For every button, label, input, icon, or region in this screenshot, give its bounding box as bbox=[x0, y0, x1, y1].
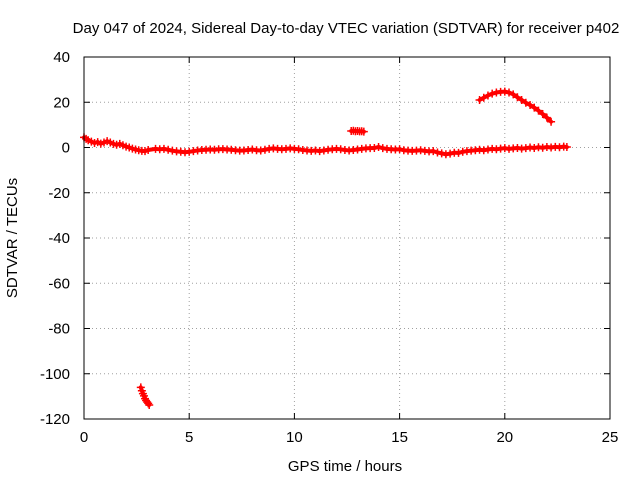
plot-frame bbox=[83, 56, 611, 420]
series-arc-20h bbox=[475, 87, 556, 126]
data-point bbox=[547, 117, 556, 126]
y-tick-label: -120 bbox=[40, 411, 70, 428]
x-tick-label: 5 bbox=[185, 429, 193, 446]
x-tick-label: 10 bbox=[286, 429, 303, 446]
y-tick-label: 20 bbox=[53, 94, 70, 111]
data-point bbox=[145, 400, 154, 409]
x-tick-label: 25 bbox=[602, 429, 619, 446]
data-points bbox=[80, 87, 571, 409]
series-segment-13h bbox=[347, 126, 368, 136]
data-point bbox=[359, 127, 368, 136]
chart-title: Day 047 of 2024, Sidereal Day-to-day VTE… bbox=[73, 20, 620, 37]
y-tick-label: 0 bbox=[62, 140, 70, 157]
axis-ticks: 0 5 10 15 20 25 40 20 0 -20 -40 -60 -80 -100 -120 bbox=[40, 49, 618, 446]
y-tick-label: -80 bbox=[48, 321, 70, 338]
x-tick-label: 0 bbox=[80, 429, 88, 446]
y-tick-label: 40 bbox=[53, 49, 70, 66]
y-tick-label: -100 bbox=[40, 366, 70, 383]
x-axis-label: GPS time / hours bbox=[288, 458, 402, 475]
grid-lines bbox=[84, 57, 610, 419]
y-tick-label: -20 bbox=[48, 185, 70, 202]
y-axis-label: SDTVAR / TECUs bbox=[4, 178, 21, 298]
y-tick-label: -40 bbox=[48, 230, 70, 247]
series-main bbox=[80, 133, 571, 159]
data-point bbox=[562, 143, 571, 152]
series-outlier-3h bbox=[136, 383, 154, 409]
y-tick-label: -60 bbox=[48, 275, 70, 292]
x-tick-label: 15 bbox=[391, 429, 408, 446]
x-tick-label: 20 bbox=[496, 429, 513, 446]
